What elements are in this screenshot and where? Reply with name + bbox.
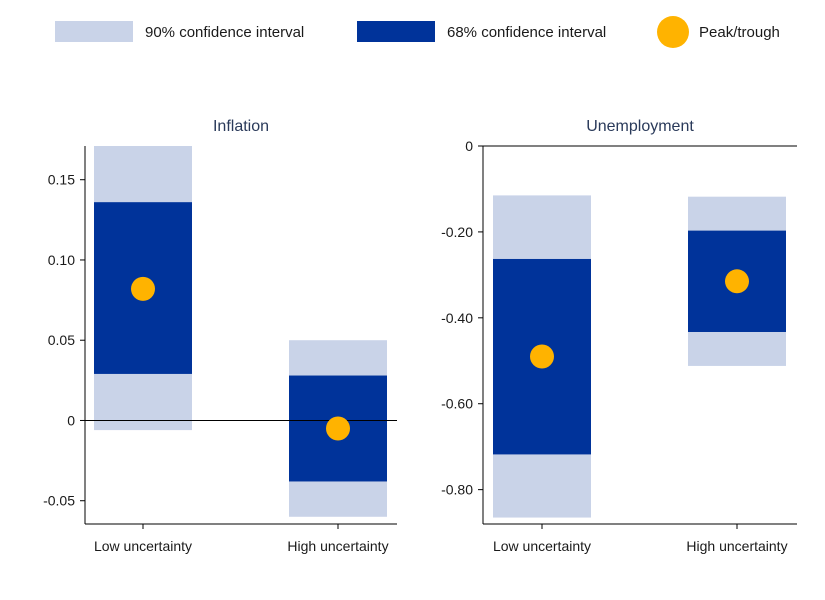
legend-label-point: Peak/trough [699,24,780,41]
legend-label-ci90: 90% confidence interval [145,24,304,41]
y-tick-label-unemployment-1: -0.20 [441,224,473,240]
y-tick-label-inflation-2: 0.05 [48,332,75,348]
y-tick-label-inflation-3: 0 [67,412,75,428]
panel-inflation: Inflation 0.15 0.10 0.05 0 -0.05 Low uncertai… [43,118,397,554]
panel-unemployment: Unemployment 0 -0.20 -0.40 -0.60 -0.80 Low un… [441,118,797,554]
peak-point-inflation-1 [326,416,350,441]
peak-point-inflation-0 [131,276,155,301]
legend-swatch-ci90 [55,21,133,42]
legend-label-ci68: 68% confidence interval [447,24,606,41]
legend-swatch-ci68 [357,21,435,42]
x-tick-label-unemployment-1: High uncertainty [686,538,787,554]
y-tick-label-inflation-0: 0.15 [48,172,75,188]
x-tick-label-inflation-0: Low uncertainty [94,538,192,554]
legend: 90% confidence interval 68% confidence i… [55,16,780,48]
y-tick-label-unemployment-0: 0 [465,138,473,154]
y-tick-label-inflation-4: -0.05 [43,493,75,509]
panel-title-inflation: Inflation [213,118,269,135]
legend-swatch-point [657,16,689,48]
y-tick-label-unemployment-2: -0.40 [441,310,473,326]
y-tick-label-unemployment-4: -0.80 [441,482,473,498]
peak-point-unemployment-1 [725,269,749,294]
y-tick-label-unemployment-3: -0.60 [441,396,473,412]
x-tick-label-inflation-1: High uncertainty [287,538,388,554]
peak-point-unemployment-0 [530,344,554,369]
panel-title-unemployment: Unemployment [586,118,694,135]
y-tick-label-inflation-1: 0.10 [48,252,75,268]
x-tick-label-unemployment-0: Low uncertainty [493,538,591,554]
